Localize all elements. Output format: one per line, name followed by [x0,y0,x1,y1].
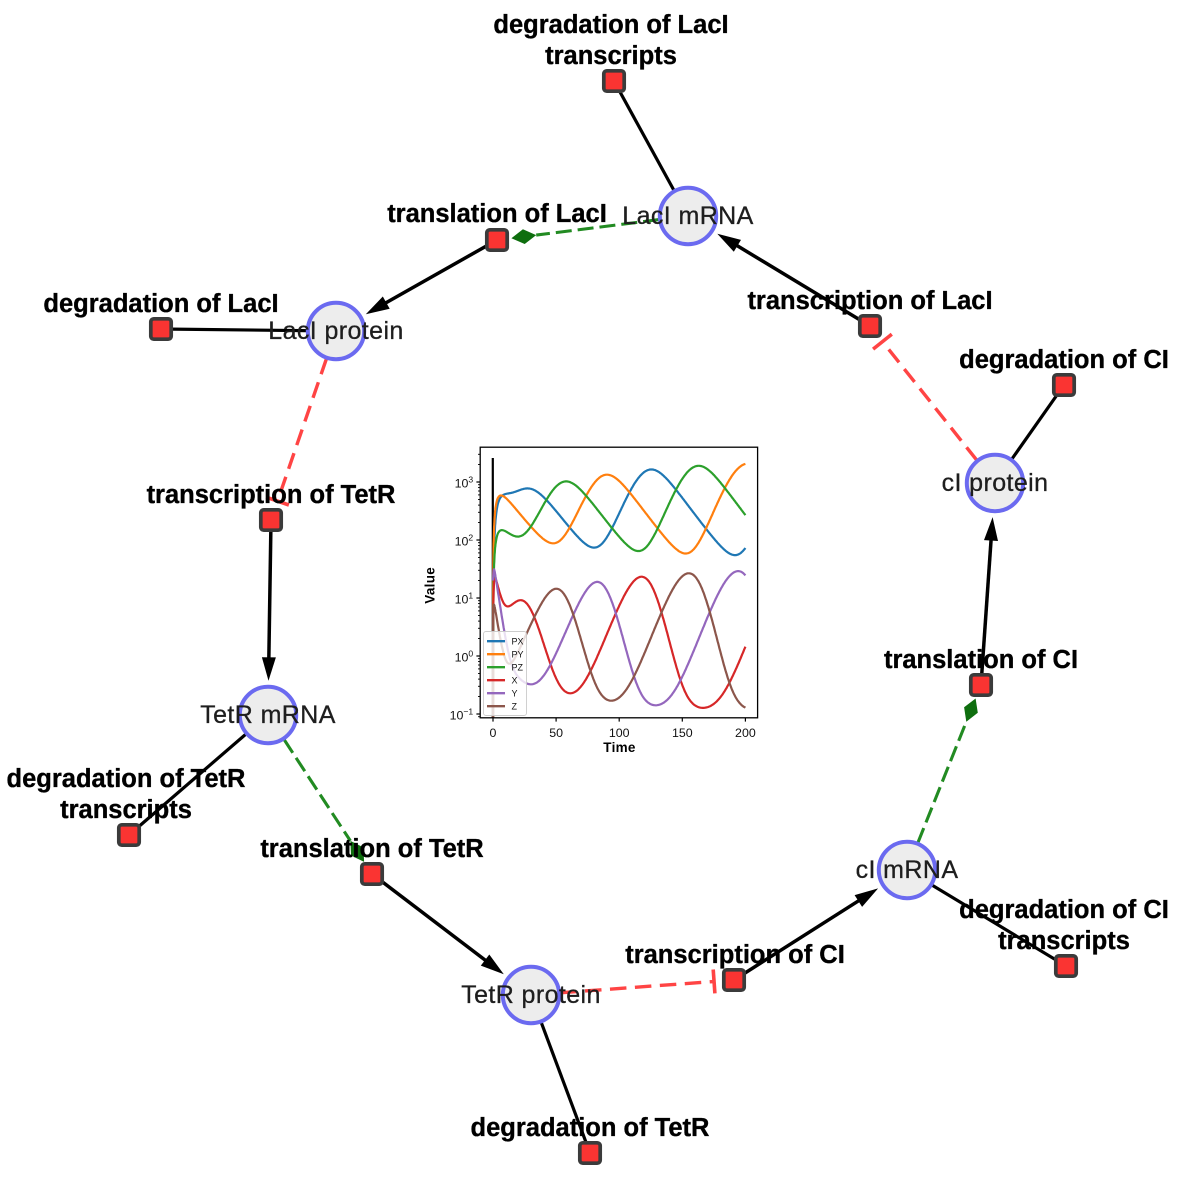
svg-text:0: 0 [490,726,497,740]
svg-text:translation of TetR: translation of TetR [260,835,483,863]
svg-text:200: 200 [735,726,756,740]
svg-text:TetR protein: TetR protein [461,981,601,1009]
svg-text:degradation of CI: degradation of CI [959,896,1169,924]
svg-text:degradation of LacI: degradation of LacI [493,11,728,39]
svg-text:Value: Value [423,567,438,604]
svg-text:TetR mRNA: TetR mRNA [200,701,336,729]
svg-text:LacI mRNA: LacI mRNA [622,202,753,230]
svg-text:transcripts: transcripts [545,42,677,70]
svg-text:translation of CI: translation of CI [884,646,1078,674]
svg-text:Time: Time [603,740,636,755]
svg-text:transcription of TetR: transcription of TetR [147,481,396,509]
svg-text:degradation of TetR: degradation of TetR [7,765,246,793]
svg-text:cI mRNA: cI mRNA [856,856,959,884]
svg-text:LacI protein: LacI protein [268,317,403,345]
svg-text:degradation of TetR: degradation of TetR [471,1114,710,1142]
svg-text:50: 50 [549,726,563,740]
svg-text:103: 103 [455,474,474,490]
svg-text:101: 101 [455,590,474,606]
svg-text:translation of LacI: translation of LacI [387,200,607,228]
svg-text:100: 100 [609,726,630,740]
svg-text:Y: Y [512,689,518,699]
svg-text:10−1: 10−1 [450,706,474,722]
svg-text:transcripts: transcripts [998,927,1130,955]
svg-text:PY: PY [512,650,524,660]
svg-text:degradation of CI: degradation of CI [959,346,1169,374]
svg-text:102: 102 [455,532,474,548]
svg-text:transcription of CI: transcription of CI [625,941,845,969]
svg-text:X: X [512,676,518,686]
svg-text:PZ: PZ [512,663,524,673]
svg-text:100: 100 [455,648,474,664]
svg-text:PX: PX [512,637,524,647]
svg-text:transcription of LacI: transcription of LacI [747,287,992,315]
svg-text:150: 150 [672,726,693,740]
svg-text:degradation of LacI: degradation of LacI [43,290,278,318]
svg-text:cI protein: cI protein [942,469,1049,497]
svg-text:transcripts: transcripts [60,796,192,824]
svg-text:Z: Z [512,702,518,712]
